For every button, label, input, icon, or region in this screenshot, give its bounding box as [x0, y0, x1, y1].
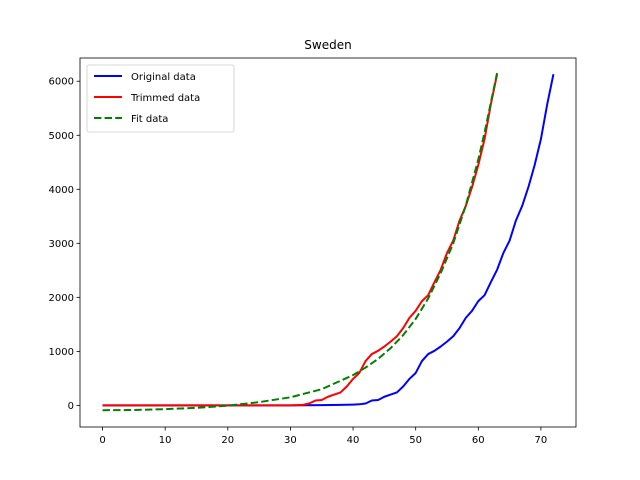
legend-box: [86, 64, 235, 133]
legend-label-2: Trimmed data: [130, 93, 200, 104]
series-line-3: [102, 72, 499, 412]
legend-label-3: Fit data: [131, 114, 168, 125]
y-tick-label: 2000: [49, 293, 74, 304]
x-tick-label: 0: [99, 435, 105, 446]
series-line-2: [102, 74, 499, 407]
y-tick-label: 0: [68, 401, 74, 412]
y-tick-label: 6000: [49, 77, 74, 88]
x-axis: 0 10 20 30 40 50 60 70: [99, 427, 547, 446]
x-tick-label: 20: [221, 435, 234, 446]
plot-area: [102, 72, 555, 412]
y-tick-label: 3000: [49, 239, 74, 250]
y-tick-label: 4000: [49, 185, 74, 196]
legend: Original data Trimmed data Fit data: [86, 64, 235, 133]
series-line-1: [102, 74, 555, 407]
x-tick-label: 70: [535, 435, 548, 446]
x-tick-label: 50: [409, 435, 422, 446]
x-tick-label: 60: [472, 435, 485, 446]
x-tick-label: 10: [159, 435, 172, 446]
chart-title: Sweden: [304, 38, 351, 52]
y-tick-label: 5000: [49, 131, 74, 142]
y-axis: 0 1000 2000 3000 4000 5000 6000: [49, 77, 80, 412]
x-tick-label: 40: [347, 435, 360, 446]
axes-frame: [79, 57, 577, 428]
x-tick-label: 30: [284, 435, 297, 446]
legend-label-1: Original data: [131, 72, 196, 83]
y-tick-label: 1000: [49, 347, 74, 358]
